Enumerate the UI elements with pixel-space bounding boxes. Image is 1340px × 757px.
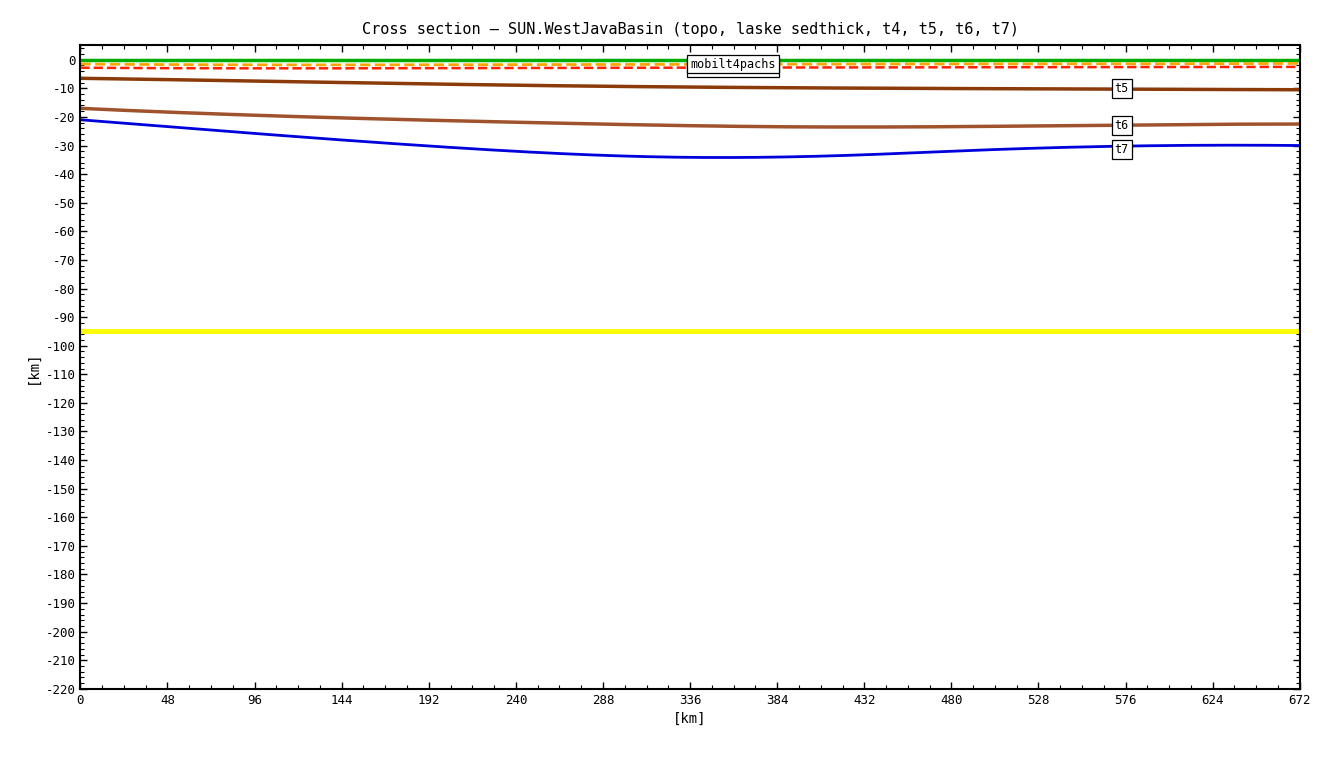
Y-axis label: [km]: [km] — [25, 350, 40, 384]
Title: Cross section – SUN.WestJavaBasin (topo, laske sedthick, t4, t5, t6, t7): Cross section – SUN.WestJavaBasin (topo,… — [362, 22, 1018, 37]
Text: t6: t6 — [1115, 119, 1130, 132]
X-axis label: [km]: [km] — [673, 712, 708, 726]
Text: t7: t7 — [1115, 143, 1130, 156]
Text: mobilt4pachs: mobilt4pachs — [690, 61, 776, 74]
Text: mobilt4pachs: mobilt4pachs — [690, 58, 776, 70]
Text: t5: t5 — [1115, 82, 1130, 95]
